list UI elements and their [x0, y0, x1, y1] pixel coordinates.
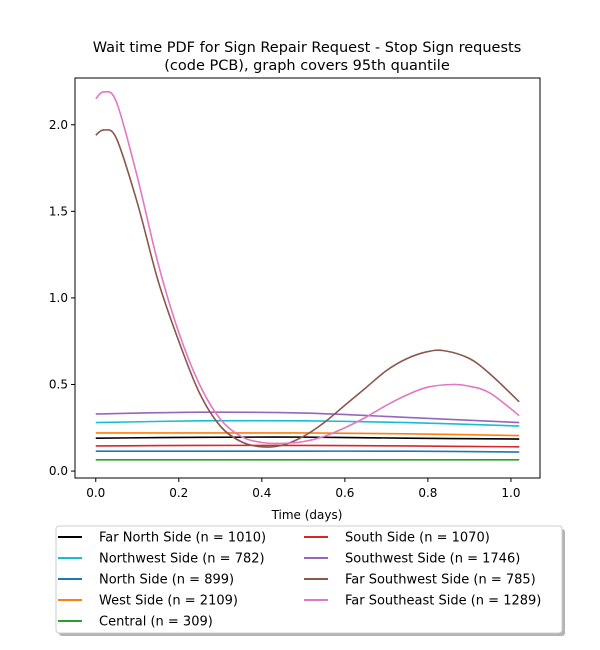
y-tick-label: 0.5	[49, 377, 68, 391]
y-tick-label: 0.0	[49, 464, 68, 478]
x-tick-label: 0.0	[86, 486, 105, 500]
x-axis-label: Time (days)	[271, 508, 343, 522]
legend: Far North Side (n = 1010) Northwest Side …	[55, 525, 565, 636]
x-tick-label: 0.2	[169, 486, 188, 500]
series-line-north-side	[95, 450, 520, 453]
plot-area	[75, 78, 540, 478]
plot-frame	[74, 77, 541, 479]
series-line-west-side	[95, 432, 520, 437]
y-tick-label: 1.0	[49, 291, 68, 305]
series-line-far-southeast-side	[95, 90, 520, 445]
legend-items: Far North Side (n = 1010) Northwest Side …	[58, 531, 541, 630]
series-line-southwest-side	[95, 411, 520, 424]
chart-title-line-1: Wait time PDF for Sign Repair Request - …	[93, 40, 522, 56]
chart-title-line-2: (code PCB), graph covers 95th quantile	[164, 58, 450, 74]
series-line-south-side	[95, 444, 520, 448]
legend-label-far-southwest-side: Far Southwest Side (n = 785)	[345, 573, 536, 588]
x-tick-label: 0.4	[252, 486, 271, 500]
series-layer	[95, 90, 520, 461]
y-tick-label: 2.0	[49, 118, 68, 132]
legend-label-west-side: West Side (n = 2109)	[99, 594, 238, 609]
legend-label-southwest-side: Southwest Side (n = 1746)	[345, 552, 520, 567]
legend-label-far-southeast-side: Far Southeast Side (n = 1289)	[345, 594, 541, 609]
legend-label-south-side: South Side (n = 1070)	[345, 531, 490, 546]
x-tick-label: 0.6	[335, 486, 354, 500]
legend-label-north-side: North Side (n = 899)	[99, 573, 234, 588]
series-line-northwest-side	[95, 419, 520, 427]
x-axis-ticks: 0.0 0.2 0.4 0.6 0.8 1.0	[86, 478, 520, 500]
x-tick-label: 0.8	[418, 486, 437, 500]
legend-label-central: Central (n = 309)	[99, 615, 213, 630]
x-tick-label: 1.0	[501, 486, 520, 500]
legend-label-far-north-side: Far North Side (n = 1010)	[99, 531, 266, 546]
legend-label-northwest-side: Northwest Side (n = 782)	[99, 552, 265, 567]
y-axis-ticks: 0.0 0.5 1.0 1.5 2.0	[49, 118, 75, 478]
y-tick-label: 1.5	[49, 204, 68, 218]
